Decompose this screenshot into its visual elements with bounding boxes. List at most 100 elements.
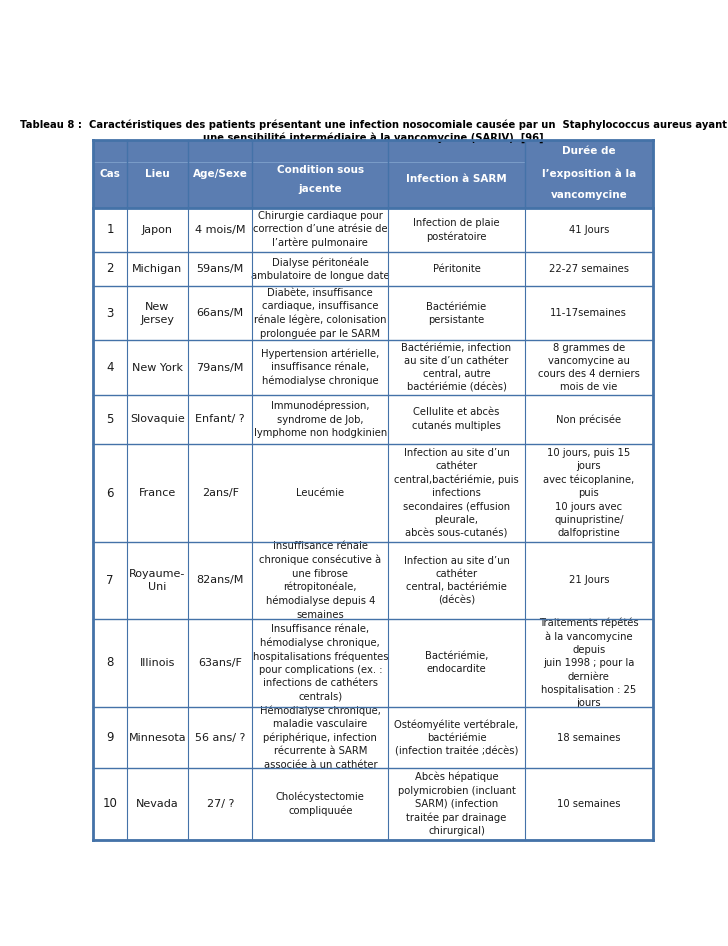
Bar (525, 252, 653, 286)
Bar (93, 208, 127, 252)
Bar (188, 341, 253, 394)
Text: 1: 1 (106, 223, 114, 236)
Bar (525, 394, 653, 444)
Bar (127, 140, 188, 208)
Text: France: France (139, 488, 176, 498)
Bar (188, 208, 253, 252)
Text: Bactériémie,
endocardite: Bactériémie, endocardite (424, 651, 488, 674)
Text: Minnesota: Minnesota (129, 732, 186, 743)
Text: Abcès hépatique
polymicrobien (incluant
SARM) (infection
traitée par drainage
ch: Abcès hépatique polymicrobien (incluant … (397, 772, 515, 836)
Bar (525, 444, 653, 542)
Bar (388, 542, 525, 619)
Text: 82ans/M: 82ans/M (197, 575, 244, 586)
Bar (525, 286, 653, 341)
Text: Infection au site d’un
cathéter
central, bactériémie
(décès): Infection au site d’un cathéter central,… (403, 555, 510, 605)
Text: Cholécystectomie
compliquuée: Cholécystectomie compliquuée (276, 792, 365, 816)
Bar (93, 542, 127, 619)
Bar (127, 341, 188, 394)
Bar (253, 208, 388, 252)
Bar (253, 619, 388, 707)
Text: Slovaquie: Slovaquie (130, 414, 185, 424)
Text: Bactériémie
persistante: Bactériémie persistante (427, 302, 486, 324)
Text: Royaume-
Uni: Royaume- Uni (129, 569, 186, 592)
Text: Infection à SARM: Infection à SARM (406, 174, 507, 184)
Text: Traitements répétés
à la vancomycine
depuis
juin 1998 ; pour la
dernière
hospita: Traitements répétés à la vancomycine dep… (539, 618, 638, 708)
Bar (253, 542, 388, 619)
Text: 2: 2 (106, 262, 114, 275)
Bar (388, 140, 525, 208)
Bar (525, 707, 653, 768)
Text: Enfant/ ?: Enfant/ ? (195, 414, 245, 424)
Text: 2ans/F: 2ans/F (202, 488, 239, 498)
Bar (188, 542, 253, 619)
Bar (388, 768, 525, 840)
Bar (253, 394, 388, 444)
Text: Insuffisance rénale,
hémodialyse chronique,
hospitalisations fréquentes
pour com: Insuffisance rénale, hémodialyse chroniq… (253, 624, 388, 702)
Text: 11-17semaines: 11-17semaines (550, 308, 628, 318)
Bar (93, 286, 127, 341)
Bar (127, 252, 188, 286)
Text: Infection de plaie
postératoire: Infection de plaie postératoire (413, 218, 499, 242)
Text: 10 semaines: 10 semaines (557, 799, 620, 809)
Bar (127, 444, 188, 542)
Text: Infection au site d’un
cathéter
central,bactériémie, puis
infections
secondaires: Infection au site d’un cathéter central,… (394, 448, 519, 538)
Bar (127, 542, 188, 619)
Bar (127, 707, 188, 768)
Bar (525, 619, 653, 707)
Bar (388, 444, 525, 542)
Bar (127, 208, 188, 252)
Bar (388, 252, 525, 286)
Text: 56 ans/ ?: 56 ans/ ? (195, 732, 245, 743)
Text: Nevada: Nevada (136, 799, 179, 809)
Bar (188, 394, 253, 444)
Text: 10: 10 (103, 797, 117, 811)
Text: 8: 8 (106, 657, 114, 669)
Text: Age/Sexe: Age/Sexe (193, 168, 248, 179)
Bar (388, 341, 525, 394)
Bar (253, 444, 388, 542)
Bar (253, 707, 388, 768)
Bar (188, 619, 253, 707)
Bar (127, 286, 188, 341)
Bar (525, 542, 653, 619)
Bar (93, 341, 127, 394)
Text: jacente: jacente (298, 184, 342, 194)
Bar (525, 341, 653, 394)
Text: Hémodialyse chronique,
maladie vasculaire
périphérique, infection
récurrente à S: Hémodialyse chronique, maladie vasculair… (260, 706, 381, 770)
Text: Dialyse péritonéale
ambulatoire de longue date: Dialyse péritonéale ambulatoire de longu… (251, 257, 389, 281)
Bar (253, 768, 388, 840)
Bar (127, 394, 188, 444)
Text: Illinois: Illinois (140, 657, 175, 668)
Text: 5: 5 (106, 412, 114, 426)
Text: Diabète, insuffisance
cardiaque, insuffisance
rénale légère, colonisation
prolon: Diabète, insuffisance cardiaque, insuffi… (254, 288, 387, 339)
Text: Insuffisance rénale
chronique consécutive à
une fibrose
rétropitonéale,
hémodial: Insuffisance rénale chronique consécutiv… (259, 541, 381, 620)
Text: 41 Jours: 41 Jours (569, 225, 609, 235)
Text: Péritonite: Péritonite (432, 264, 480, 274)
Text: New York: New York (132, 362, 183, 373)
Bar (93, 619, 127, 707)
Bar (93, 444, 127, 542)
Bar (93, 707, 127, 768)
Text: l’exposition à la: l’exposition à la (542, 168, 636, 179)
Bar (127, 768, 188, 840)
Bar (188, 140, 253, 208)
Bar (388, 707, 525, 768)
Text: Ostéomyélite vertébrale,
bactériémie
(infection traitée ;décès): Ostéomyélite vertébrale, bactériémie (in… (395, 719, 518, 756)
Bar (188, 252, 253, 286)
Text: 27/ ?: 27/ ? (207, 799, 234, 809)
Text: 4: 4 (106, 361, 114, 374)
Bar (93, 252, 127, 286)
Bar (388, 619, 525, 707)
Text: vancomycine: vancomycine (550, 190, 627, 201)
Text: 9: 9 (106, 731, 114, 745)
Bar (93, 394, 127, 444)
Text: 3: 3 (106, 307, 114, 320)
Bar (188, 707, 253, 768)
Text: 63ans/F: 63ans/F (198, 657, 242, 668)
Text: 79ans/M: 79ans/M (197, 362, 244, 373)
Bar (388, 394, 525, 444)
Bar (93, 768, 127, 840)
Bar (253, 140, 388, 208)
Text: New
Jersey: New Jersey (141, 302, 175, 324)
Bar (388, 208, 525, 252)
